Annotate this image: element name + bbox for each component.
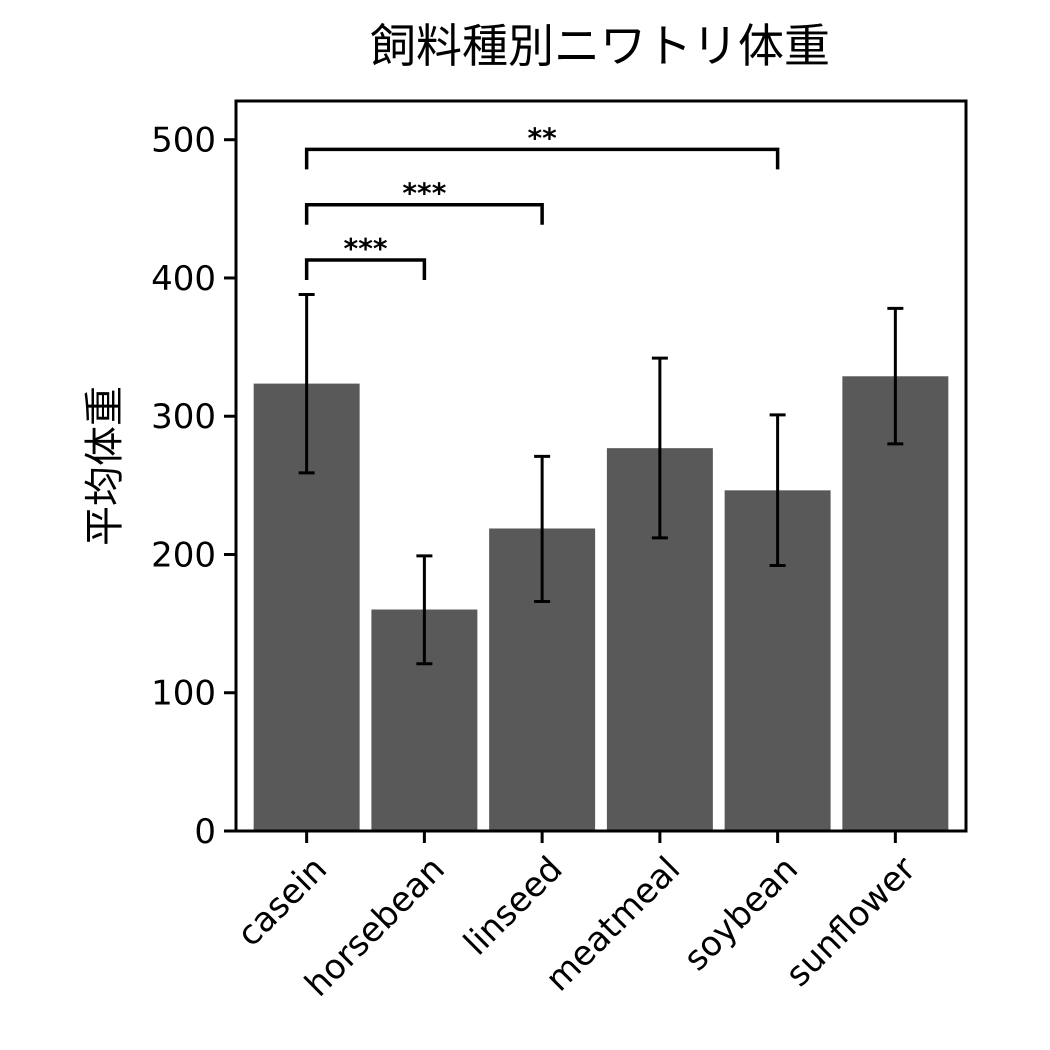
error-bar-horsebean <box>416 554 433 666</box>
significance-bracket <box>304 202 544 225</box>
significance-bracket <box>304 258 427 280</box>
y-tick-label: 200 <box>151 535 216 575</box>
x-tick-label: linseed <box>456 849 570 963</box>
significance-label: ** <box>527 121 557 154</box>
y-tick-label: 400 <box>151 259 216 299</box>
error-bar-sunflower <box>887 306 904 446</box>
x-tick-label: sunflower <box>778 849 923 994</box>
x-tick-label: casein <box>230 849 335 954</box>
error-bar-linseed <box>534 454 551 603</box>
error-bar-meatmeal <box>651 356 668 540</box>
bar-sunflower <box>842 376 949 831</box>
significance-label: *** <box>344 232 388 265</box>
y-axis-label: 平均体重 <box>82 386 128 546</box>
chart-title: 飼料種別ニワトリ体重 <box>370 19 830 73</box>
y-tick-label: 300 <box>151 397 216 437</box>
plot-frame <box>234 99 968 833</box>
y-tick-label: 500 <box>151 121 216 161</box>
error-bar-soybean <box>769 413 786 568</box>
y-tick-label: 100 <box>151 674 216 714</box>
y-tick-label: 0 <box>194 812 216 852</box>
significance-label: *** <box>402 177 446 210</box>
significance-bracket <box>304 147 780 170</box>
error-bar-casein <box>298 293 315 475</box>
